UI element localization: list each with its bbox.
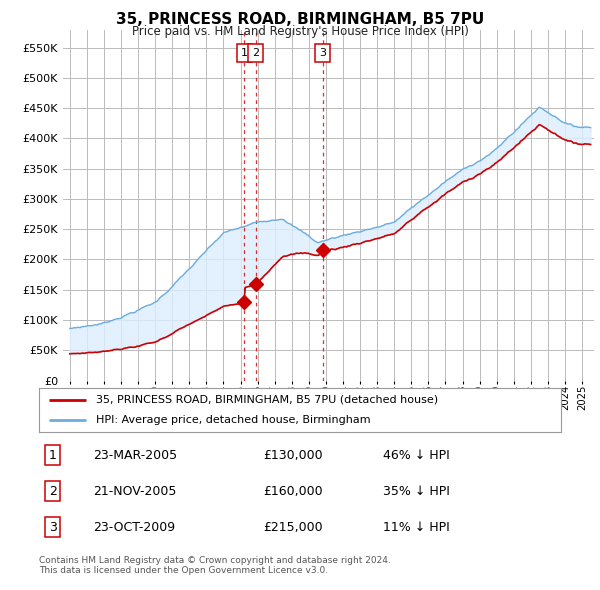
Text: £130,000: £130,000: [263, 448, 322, 461]
Text: HPI: Average price, detached house, Birmingham: HPI: Average price, detached house, Birm…: [97, 415, 371, 425]
Text: 2: 2: [49, 484, 56, 498]
Text: Price paid vs. HM Land Registry's House Price Index (HPI): Price paid vs. HM Land Registry's House …: [131, 25, 469, 38]
Text: 23-MAR-2005: 23-MAR-2005: [94, 448, 178, 461]
Text: 11% ↓ HPI: 11% ↓ HPI: [383, 521, 450, 534]
Text: 35, PRINCESS ROAD, BIRMINGHAM, B5 7PU: 35, PRINCESS ROAD, BIRMINGHAM, B5 7PU: [116, 12, 484, 27]
Text: Contains HM Land Registry data © Crown copyright and database right 2024.: Contains HM Land Registry data © Crown c…: [39, 556, 391, 565]
Text: 35, PRINCESS ROAD, BIRMINGHAM, B5 7PU (detached house): 35, PRINCESS ROAD, BIRMINGHAM, B5 7PU (d…: [97, 395, 439, 405]
Text: 23-OCT-2009: 23-OCT-2009: [94, 521, 176, 534]
Text: This data is licensed under the Open Government Licence v3.0.: This data is licensed under the Open Gov…: [39, 566, 328, 575]
Text: 1: 1: [49, 448, 56, 461]
Text: £215,000: £215,000: [263, 521, 322, 534]
Text: 3: 3: [319, 48, 326, 58]
Text: 2: 2: [253, 48, 259, 58]
Text: 3: 3: [49, 521, 56, 534]
Text: 1: 1: [241, 48, 248, 58]
Text: 35% ↓ HPI: 35% ↓ HPI: [383, 484, 450, 498]
Text: 21-NOV-2005: 21-NOV-2005: [94, 484, 177, 498]
Text: 46% ↓ HPI: 46% ↓ HPI: [383, 448, 450, 461]
Text: £160,000: £160,000: [263, 484, 322, 498]
